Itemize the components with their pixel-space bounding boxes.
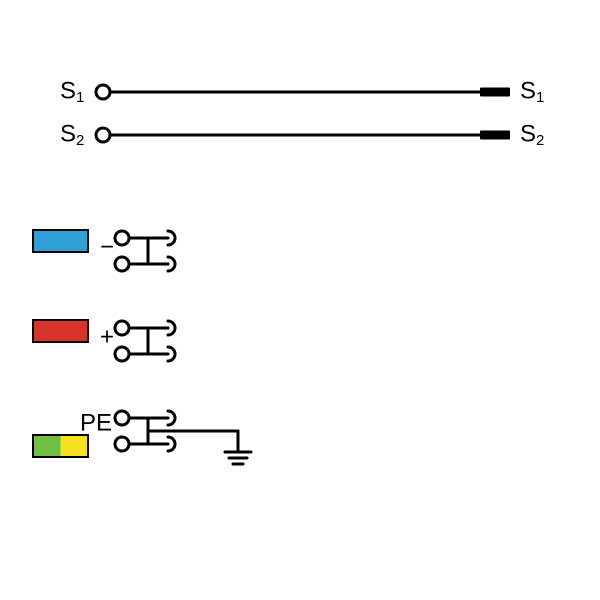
svg-text:2: 2 bbox=[536, 132, 544, 149]
minus-label: − bbox=[100, 233, 114, 260]
pe-label: PE bbox=[80, 409, 112, 436]
plus-label: + bbox=[100, 323, 114, 350]
svg-text:S: S bbox=[520, 120, 536, 147]
svg-text:1: 1 bbox=[536, 89, 544, 106]
wiring-diagram: S1S1S2S2−+PE bbox=[0, 0, 600, 600]
plug bbox=[480, 88, 510, 97]
svg-text:2: 2 bbox=[76, 132, 84, 149]
svg-text:S: S bbox=[60, 120, 76, 147]
svg-text:1: 1 bbox=[76, 89, 84, 106]
svg-text:S: S bbox=[60, 77, 76, 104]
color-swatch bbox=[33, 230, 88, 252]
color-swatch bbox=[33, 320, 88, 342]
plug bbox=[480, 131, 510, 140]
svg-text:S: S bbox=[520, 77, 536, 104]
